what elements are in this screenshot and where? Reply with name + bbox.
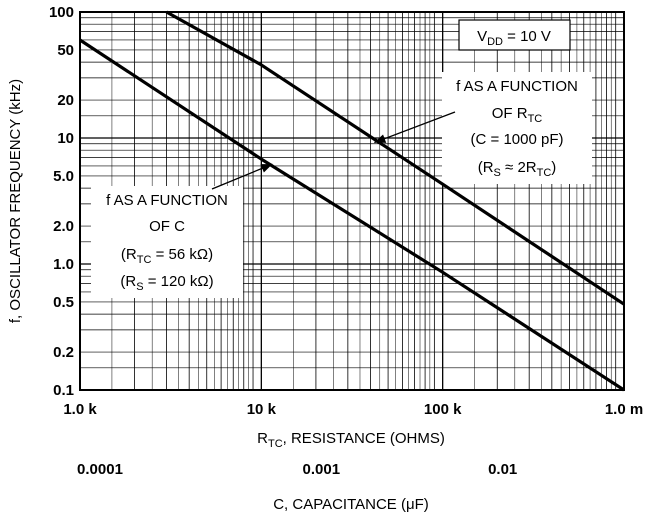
y-tick-label: 100 <box>49 4 74 21</box>
y-tick-label: 50 <box>57 42 74 59</box>
c-line2: OF C <box>149 218 185 235</box>
c-line1: f AS A FUNCTION <box>106 192 228 209</box>
capacitance-tick-label: 0.0001 <box>77 461 123 478</box>
vdd-label: VDD = 10 V <box>477 28 551 48</box>
rtc-annotation-box <box>442 72 592 184</box>
x-tick-label: 100 k <box>424 401 462 418</box>
y-tick-label: 1.0 <box>53 256 74 273</box>
capacitance-tick-label: 0.001 <box>303 461 341 478</box>
y-tick-label: 20 <box>57 92 74 109</box>
vdd-box <box>458 19 571 51</box>
y-tick-labels: 100 50 20 10 5.0 2.0 1.0 0.5 0.2 0.1 <box>49 4 74 399</box>
y-tick-label: 0.1 <box>53 382 74 399</box>
annotation-arrows <box>211 111 456 190</box>
c-annotation-box <box>91 186 243 298</box>
rtc-line3: (C = 1000 pF) <box>471 131 564 148</box>
rtc-arrow-shaft <box>374 111 456 144</box>
c-line4: (RS = 120 kΩ) <box>120 273 213 293</box>
x-tick-labels: 1.0 k 10 k 100 k 1.0 m <box>63 401 643 418</box>
x-tick-label: 1.0 k <box>63 401 97 418</box>
y-tick-label: 5.0 <box>53 168 74 185</box>
y-axis-label: f, OSCILLATOR FREQUENCY (kHz) <box>7 79 24 323</box>
y-tick-label: 10 <box>57 130 74 147</box>
y-tick-label: 2.0 <box>53 218 74 235</box>
rtc-line2: OF RTC <box>492 105 543 125</box>
x-tick-label: 1.0 m <box>605 401 643 418</box>
rtc-arrow-head <box>374 134 387 143</box>
y-tick-label: 0.5 <box>53 294 74 311</box>
capacitance-function-line <box>79 38 625 392</box>
rtc-function-line <box>165 10 625 306</box>
rtc-line4: (RS ≈ 2RTC) <box>478 159 557 179</box>
series-lines <box>79 10 625 392</box>
capacitance-tick-label: 0.01 <box>488 461 517 478</box>
x2-axis-label: C, CAPACITANCE (μF) <box>273 496 429 513</box>
c-line3: (RTC = 56 kΩ) <box>121 246 213 266</box>
rtc-line1: f AS A FUNCTION <box>456 78 578 95</box>
y-tick-label: 0.2 <box>53 344 74 361</box>
plot-frame <box>79 11 625 391</box>
x-axis-label: RTC, RESISTANCE (OHMS) <box>257 430 445 450</box>
c-arrow-head <box>260 164 273 173</box>
x-tick-label: 10 k <box>247 401 277 418</box>
